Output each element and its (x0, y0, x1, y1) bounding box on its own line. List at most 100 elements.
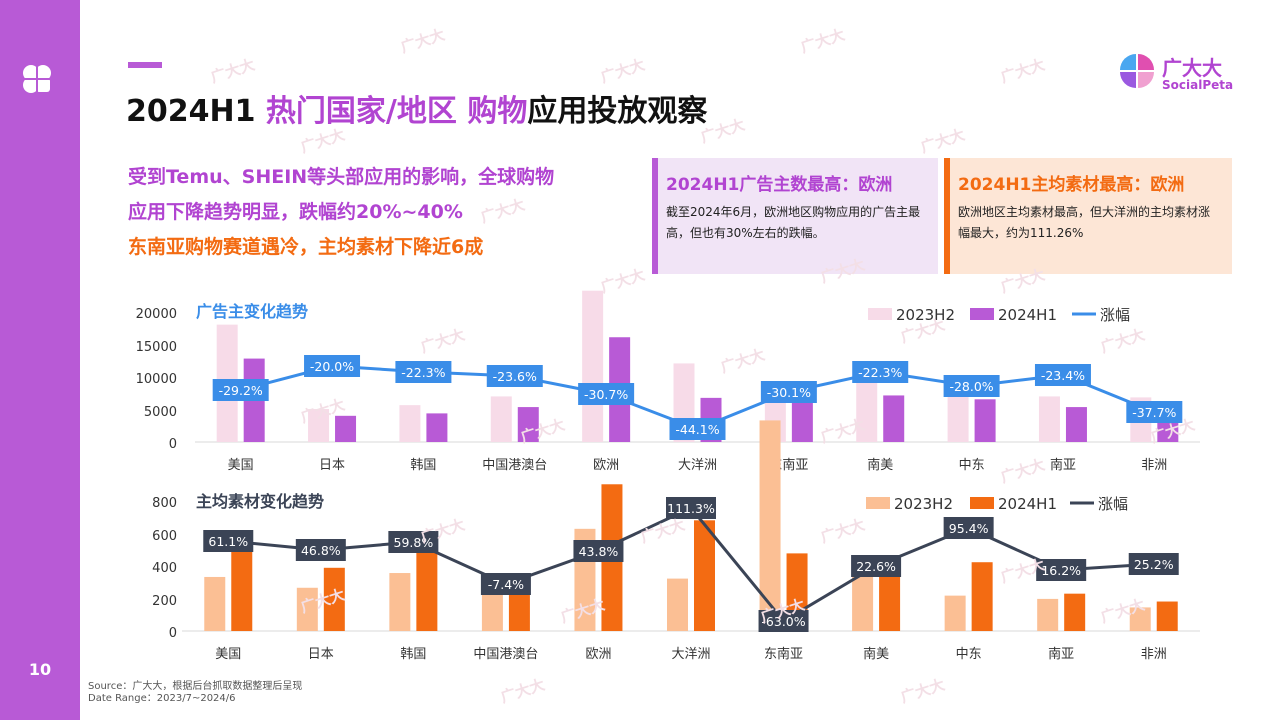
category-label: 美国 (228, 458, 254, 473)
brand: 广大大 SocialPeta (1118, 52, 1248, 96)
summary-line-3: 东南亚购物赛道遇冷，主均素材下降近6成 (128, 236, 484, 258)
category-label: 非洲 (1141, 647, 1167, 662)
category-label: 大洋洲 (678, 458, 717, 473)
growth-label: -30.1% (767, 385, 811, 400)
bar-2023h2 (1129, 607, 1151, 631)
growth-label-box (852, 361, 909, 383)
category-label: 韩国 (410, 458, 436, 473)
y-tick-label: 10000 (136, 372, 177, 387)
bar-2024h1 (323, 567, 345, 631)
growth-label: -20.0% (310, 359, 354, 374)
category-label: 南美 (863, 646, 889, 662)
growth-label-box (304, 355, 361, 377)
category-label: 日本 (308, 647, 334, 662)
page-number: 10 (28, 660, 52, 679)
legend-swatch-2023h2 (866, 497, 890, 509)
bar-2023h2 (667, 578, 688, 631)
growth-label-box (480, 573, 531, 595)
category-label: 韩国 (400, 647, 426, 662)
bar-2023h2 (204, 576, 226, 631)
category-label: 非洲 (1141, 458, 1167, 473)
growth-label-box (851, 555, 902, 577)
growth-label-box (573, 540, 624, 562)
growth-label: 61.1% (208, 534, 248, 549)
growth-label: -29.2% (219, 383, 263, 398)
growth-label-box (1034, 364, 1091, 386)
growth-label: -63.0% (761, 614, 805, 629)
growth-label: 25.2% (1134, 557, 1174, 572)
legend-swatch-2024h1 (970, 308, 994, 320)
bar-2024h1 (335, 415, 357, 442)
growth-label: 95.4% (949, 521, 989, 536)
growth-label-box (669, 418, 726, 440)
bar-2023h2 (582, 290, 604, 442)
growth-label-box (212, 379, 269, 401)
bar-2024h1 (416, 538, 438, 631)
growth-label-box (758, 610, 809, 632)
source-line: Source：广大大，根据后台抓取数据整理后呈现 (88, 681, 303, 692)
y-tick-label: 0 (169, 626, 177, 641)
sidebar: 10 (0, 0, 80, 720)
bar-2023h2 (296, 587, 318, 631)
y-tick-label: 600 (152, 529, 177, 544)
y-tick-label: 200 (152, 594, 177, 609)
growth-label-box (295, 539, 346, 561)
source-note: Source：广大大，根据后台抓取数据整理后呈现 Date Range：2023… (88, 681, 302, 705)
category-label: 南亚 (1050, 457, 1076, 473)
growth-label: 43.8% (579, 544, 619, 559)
legend-label-2024h1: 2024H1 (998, 495, 1057, 513)
growth-label: 16.2% (1041, 563, 1081, 578)
category-label: 中东 (959, 458, 985, 473)
legend-swatch-2024h1 (970, 497, 994, 509)
growth-label: -37.7% (1132, 405, 1176, 420)
category-label: 东南亚 (764, 646, 803, 662)
legend-swatch-2023h2 (868, 308, 892, 320)
bar-2024h1 (508, 594, 530, 631)
category-label: 欧洲 (593, 458, 619, 473)
legend-label-2024h1: 2024H1 (998, 306, 1057, 324)
brand-name: 广大大 (1162, 56, 1222, 80)
growth-label: 46.8% (301, 543, 341, 558)
bar-2024h1 (426, 413, 448, 442)
y-tick-label: 0 (169, 437, 177, 452)
y-tick-label: 15000 (136, 340, 177, 355)
bar-2023h2 (852, 569, 874, 631)
bar-2023h2 (490, 396, 512, 442)
title-accent (128, 62, 162, 68)
growth-label-box (486, 365, 543, 387)
bar-2024h1 (791, 401, 813, 442)
bar-2024h1 (971, 562, 993, 631)
insight-box-creatives: 2024H1主均素材最高：欧洲 欧洲地区主均素材最高，但大洋洲的主均素材涨幅最大… (944, 158, 1232, 274)
summary: 受到Temu、SHEIN等头部应用的影响，全球购物 应用下降趋势明显，跌幅约20… (128, 160, 554, 265)
bar-2024h1 (231, 544, 253, 631)
growth-label: -7.4% (488, 577, 524, 592)
growth-label: 22.6% (856, 559, 896, 574)
category-label: 南亚 (1048, 646, 1074, 662)
y-tick-label: 5000 (144, 405, 177, 420)
category-label: 中国港澳台 (482, 457, 547, 473)
insight-box-text: 欧洲地区主均素材最高，但大洋洲的主均素材涨幅最大，约为111.26% (958, 205, 1211, 240)
bar-2023h2 (399, 405, 421, 442)
socialpeta-logo-icon (1120, 54, 1154, 88)
y-tick-label: 20000 (136, 307, 177, 322)
bar-2024h1 (694, 520, 715, 631)
summary-line-2: 应用下降趋势明显，跌幅约20%~40% (128, 201, 463, 223)
insight-box-title: 2024H1广告主数最高：欧洲 (666, 175, 893, 195)
growth-label: -22.3% (401, 365, 445, 380)
growth-label: -28.0% (949, 379, 993, 394)
growth-label-box (943, 375, 1000, 397)
growth-label-box (203, 530, 254, 552)
category-label: 中东 (956, 647, 982, 662)
category-label: 日本 (319, 458, 345, 473)
bar-2023h2 (944, 595, 966, 631)
insight-box-advertisers: 2024H1广告主数最高：欧洲 截至2024年6月，欧洲地区购物应用的广告主最高… (652, 158, 938, 274)
legend-label-growth: 涨幅 (1100, 306, 1130, 324)
bar-2024h1 (1064, 593, 1086, 631)
growth-label: -22.3% (858, 365, 902, 380)
growth-label: 111.3% (667, 501, 715, 516)
growth-label-box (388, 531, 439, 553)
growth-label-box (1126, 401, 1183, 423)
growth-label: -23.4% (1041, 368, 1085, 383)
bar-2023h2 (759, 420, 781, 631)
legend-label-growth: 涨幅 (1098, 495, 1128, 513)
